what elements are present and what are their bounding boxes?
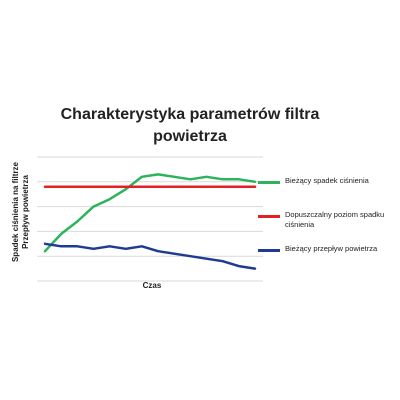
legend-label: Bieżący przepływ powietrza <box>285 244 378 253</box>
gridlines <box>37 156 263 282</box>
legend-label: Dopuszczalny poziom spadku ciśnienia <box>285 210 385 229</box>
x-axis-label: Czas <box>142 281 162 290</box>
legend-label: Bieżący spadek ciśnienia <box>285 176 369 185</box>
legend-swatch-green <box>258 181 280 184</box>
chart-title: Charakterystyka parametrów filtra powiet… <box>60 106 320 145</box>
legend-swatch-blue <box>258 249 280 252</box>
legend-item-current-pressure-drop: Bieżący spadek ciśnienia <box>258 176 385 186</box>
series-line-2 <box>43 242 257 270</box>
legend-item-current-airflow: Bieżący przepływ powietrza <box>258 244 385 254</box>
legend-swatch-red <box>258 215 280 218</box>
series-line-0 <box>43 173 257 253</box>
legend-item-allowed-pressure-drop: Dopuszczalny poziom spadku ciśnienia <box>258 210 385 230</box>
series-layer <box>43 173 257 270</box>
